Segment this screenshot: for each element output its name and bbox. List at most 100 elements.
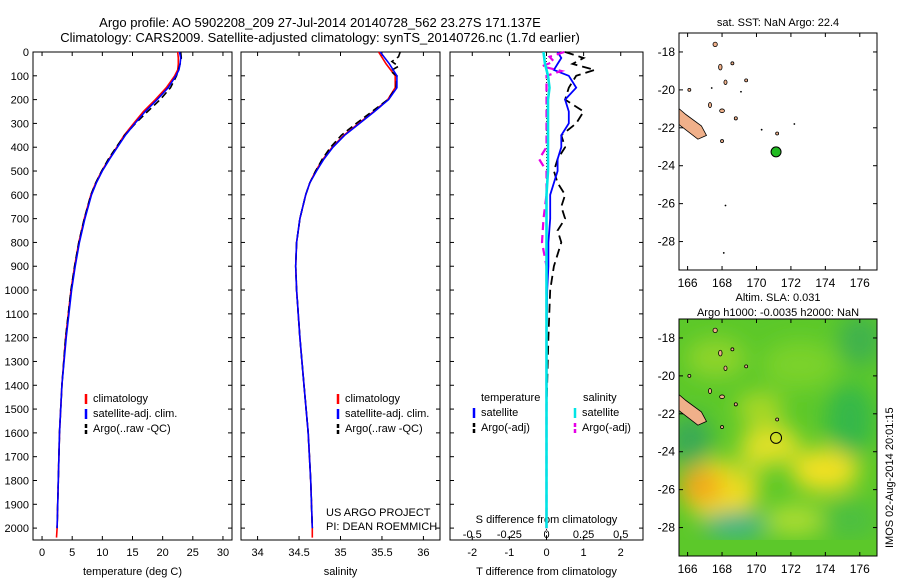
depth-tick-label: 700: [11, 214, 29, 226]
temp-argo-line: [56, 51, 183, 529]
map-sla-new-caledonia: [679, 394, 708, 426]
depth-tick-label: 0: [23, 47, 29, 59]
map-sst-island: [718, 63, 723, 71]
map-sst-island: [687, 87, 692, 92]
map-sla-island: [720, 425, 724, 429]
map-sla-island: [719, 394, 725, 399]
temp-climatology-line: [55, 51, 180, 538]
sal-satellite-line: [294, 51, 398, 529]
sal-legend-2-label: Argo(..raw -QC): [345, 423, 423, 435]
diff-S-tick-label: -0.25: [497, 529, 522, 541]
map-sla-heatmap-cell: [762, 341, 838, 389]
depth-tick-label: 1900: [5, 499, 29, 511]
map-sla-xtick-label: 170: [746, 562, 766, 576]
map-sst-xtick-label: 168: [712, 276, 732, 290]
map-sla-heatmap-cell: [826, 384, 874, 456]
map-sst-island: [720, 139, 724, 143]
map-sst-xtick-label: 172: [781, 276, 801, 290]
diff-legend-T-argo-label: Argo(-adj): [481, 422, 530, 434]
diff-S-tick-label: 0.25: [573, 529, 594, 541]
map-sla-heatmap-cell: [686, 338, 746, 378]
map-sst-xtick-label: 174: [815, 276, 835, 290]
map-sst-reef-dot: [793, 123, 796, 125]
depth-tick-label: 600: [11, 190, 29, 202]
diff-legend-T-sat-label: satellite: [481, 407, 518, 419]
map-sst-reef-dot: [724, 204, 727, 207]
temperature-xlabel: temperature (deg C): [83, 566, 182, 578]
depth-tick-label: 900: [11, 261, 29, 273]
map-sla-heatmap-cell: [736, 392, 784, 424]
map-sla-heatmap-cell: [838, 319, 877, 366]
map-sst-ytick-label: -28: [658, 235, 676, 249]
map-sst-argo-point: [770, 146, 782, 158]
depth-tick-label: 1200: [5, 333, 29, 345]
map-sst-island: [775, 131, 780, 136]
map-sst-xtick-label: 170: [746, 276, 766, 290]
map-sla-heatmap-cell: [765, 504, 825, 536]
map-sst-island: [733, 116, 738, 121]
depth-tick-label: 300: [11, 118, 29, 130]
map-sla-island: [730, 347, 735, 352]
map-sla-ytick-label: -24: [658, 445, 676, 459]
temperature-xtick-label: 20: [157, 547, 169, 559]
depth-tick-label: 1300: [5, 356, 29, 368]
sal-argo-line: [294, 51, 401, 529]
map-sla-ytick-label: -28: [658, 521, 676, 535]
depth-tick-label: 100: [11, 71, 29, 83]
depth-tick-label: 1000: [5, 285, 29, 297]
map-sla-heatmap-cell: [727, 458, 763, 482]
diff-S-satellite-line: [542, 51, 551, 529]
diff-legend-T-header: temperature: [481, 392, 540, 404]
temperature-xtick-label: 25: [187, 547, 199, 559]
depth-tick-label: 1100: [5, 309, 29, 321]
depth-tick-label: 500: [11, 166, 29, 178]
salinity-xtick-label: 34.5: [288, 547, 309, 559]
map-sla-ytick-label: -20: [658, 369, 676, 383]
temp-legend-1-label: satellite-adj. clim.: [93, 408, 177, 420]
map-sst-ytick-label: -18: [658, 45, 676, 59]
map-sst-reef-dot: [760, 128, 763, 131]
map-sla-ytick-label: -26: [658, 483, 676, 497]
temp-satellite-line: [56, 51, 182, 529]
map-sla-island: [723, 365, 728, 371]
map-sla-xtick-label: 176: [850, 562, 870, 576]
salinity-xlabel: salinity: [324, 566, 358, 578]
map-sla-island: [718, 349, 723, 357]
map-sla-xtick-label: 172: [781, 562, 801, 576]
pi-annotation: PI: DEAN ROEMMICH: [326, 521, 437, 533]
map-sst-ytick-label: -26: [658, 197, 676, 211]
sal-legend-0-label: climatology: [345, 393, 401, 405]
salinity-panel-frame: [240, 51, 441, 541]
diff-legend-S-header: salinity: [583, 392, 617, 404]
diff-T-xlabel: T difference from climatology: [476, 566, 617, 578]
map-sla-ytick-label: -18: [658, 331, 676, 345]
map-sst-ytick-label: -24: [658, 159, 676, 173]
depth-tick-label: 200: [11, 95, 29, 107]
sal-legend-1-label: satellite-adj. clim.: [345, 408, 429, 420]
map-sla-heatmap-cell: [703, 511, 767, 539]
map-sla-xtick-label: 168: [712, 562, 732, 576]
map-sla-heatmap-field: [679, 319, 877, 540]
map-sla-island: [744, 364, 749, 369]
map-sla-ytick-label: -22: [658, 407, 676, 421]
diff-legend-S-argo-label: Argo(-adj): [582, 422, 631, 434]
map-sst-xtick-label: 166: [678, 276, 698, 290]
diff-S-tick-label: 0.5: [613, 529, 628, 541]
map-sst-xtick-label: 176: [850, 276, 870, 290]
map-sla-heatmap-cell: [679, 414, 712, 466]
figure-title-line2: Climatology: CARS2009. Satellite-adjuste…: [60, 30, 580, 45]
diff-S-tick-label: -0.5: [463, 529, 482, 541]
temperature-xtick-label: 15: [126, 547, 138, 559]
diff-legend-S-sat-label: satellite: [582, 407, 619, 419]
salinity-xtick-label: 34: [251, 547, 263, 559]
map-sst-reef-dot: [740, 90, 742, 93]
map-sst-ytick-label: -22: [658, 121, 676, 135]
map-sla-heatmap-cell: [679, 468, 722, 504]
salinity-xtick-label: 35: [334, 547, 346, 559]
salinity-xtick-label: 36: [417, 547, 429, 559]
map-sst-island: [719, 108, 725, 113]
diff-T-tick-label: 1: [581, 547, 587, 559]
depth-tick-label: 800: [11, 237, 29, 249]
map-sla-frame: [678, 318, 878, 557]
depth-tick-label: 1800: [5, 475, 29, 487]
